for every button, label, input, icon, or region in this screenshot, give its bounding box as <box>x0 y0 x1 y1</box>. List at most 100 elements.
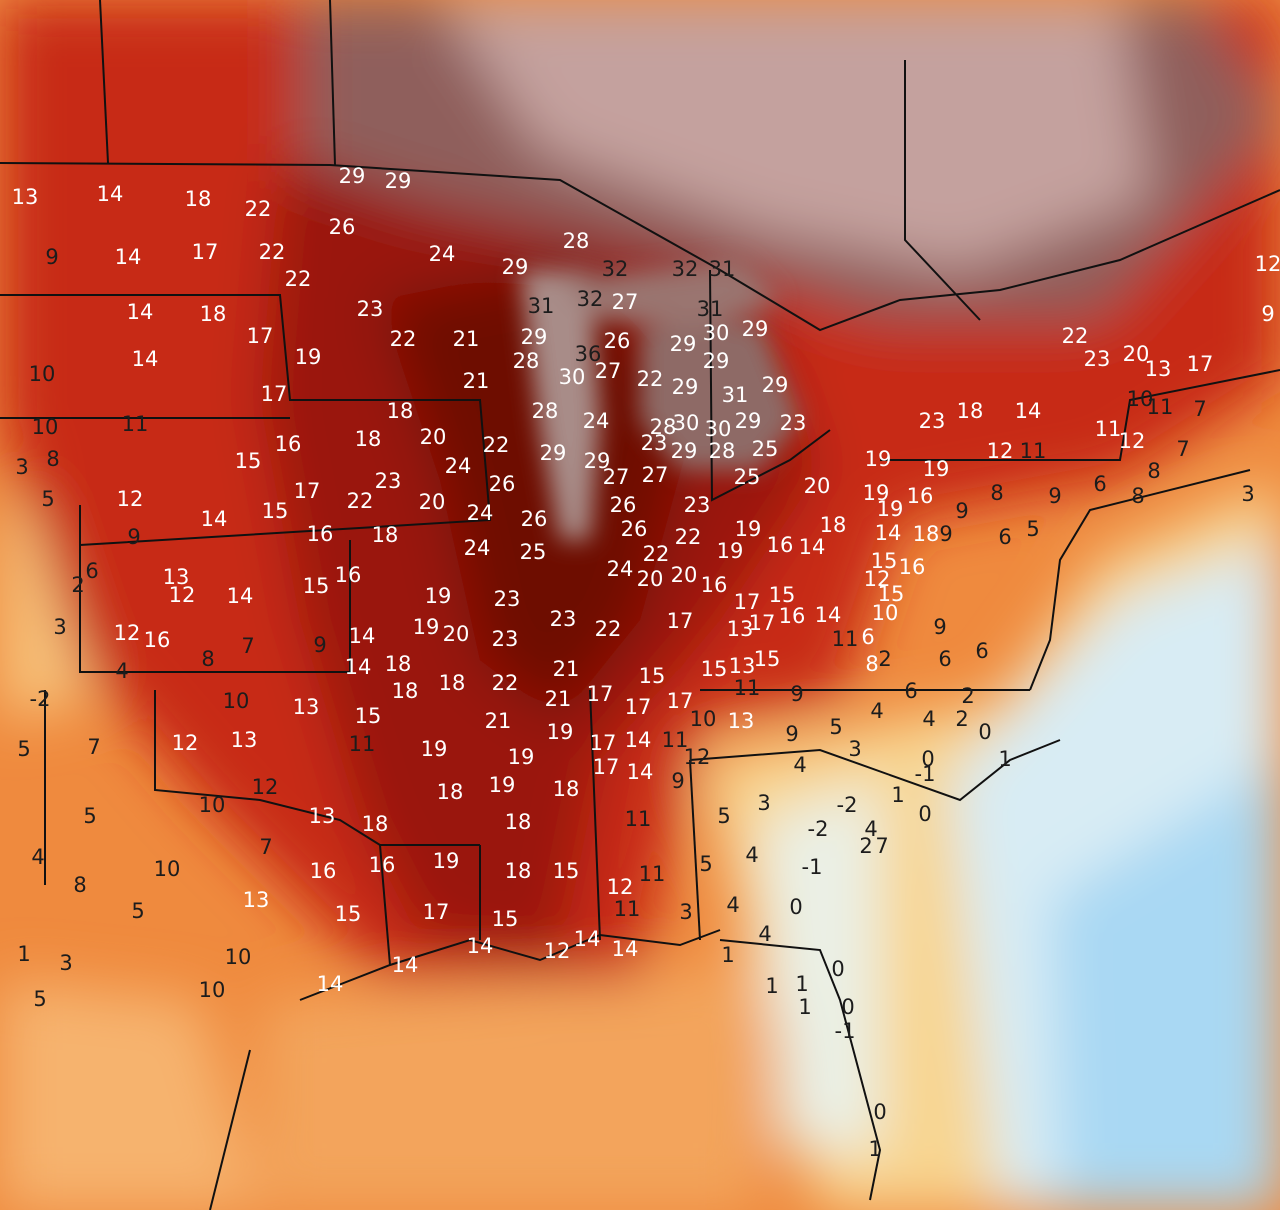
temperature-label: 13 <box>12 185 39 209</box>
temperature-label: 13 <box>1145 357 1172 381</box>
temperature-label: 11 <box>1020 439 1047 463</box>
temperature-label: 23 <box>375 469 402 493</box>
temperature-label: 9 <box>1261 302 1274 326</box>
temperature-label: 11 <box>662 728 689 752</box>
temperature-label: 24 <box>467 501 494 525</box>
temperature-label: -2 <box>837 793 858 817</box>
temperature-label: 31 <box>722 383 749 407</box>
temperature-label: 4 <box>31 845 44 869</box>
temperature-label: 12 <box>1255 252 1280 276</box>
temperature-label: 24 <box>583 409 610 433</box>
temperature-label: 0 <box>831 957 844 981</box>
temperature-label: 1 <box>17 942 30 966</box>
temperature-label: 19 <box>717 539 744 563</box>
temperature-label: 14 <box>627 760 654 784</box>
temperature-label: 14 <box>574 927 601 951</box>
temperature-label: 18 <box>387 399 414 423</box>
temperature-label: 14 <box>227 584 254 608</box>
temperature-label: 29 <box>502 255 529 279</box>
temperature-label: 26 <box>489 472 516 496</box>
temperature-label: 32 <box>602 257 629 281</box>
temperature-label: 1 <box>765 974 778 998</box>
temperature-label: 8 <box>1147 459 1160 483</box>
temperature-label: 30 <box>705 417 732 441</box>
temperature-label: 24 <box>445 454 472 478</box>
temperature-label: 17 <box>1187 352 1214 376</box>
temperature-label: 16 <box>907 484 934 508</box>
temperature-label: 9 <box>790 682 803 706</box>
temperature-label: 17 <box>423 900 450 924</box>
temperature-label: 0 <box>918 802 931 826</box>
temperature-label: 23 <box>684 493 711 517</box>
temperature-label: 15 <box>878 582 905 606</box>
temperature-label: 27 <box>603 465 630 489</box>
temperature-label: 26 <box>621 517 648 541</box>
temperature-label: 10 <box>199 793 226 817</box>
temperature-label: 16 <box>899 555 926 579</box>
temperature-label: 19 <box>877 497 904 521</box>
temperature-label: 5 <box>41 487 54 511</box>
temperature-label: 22 <box>492 671 519 695</box>
temperature-label: 13 <box>243 888 270 912</box>
temperature-label: 23 <box>919 409 946 433</box>
temperature-label: 18 <box>200 302 227 326</box>
temperature-label: 16 <box>767 533 794 557</box>
temperature-label: 29 <box>521 325 548 349</box>
temperature-label: 15 <box>303 574 330 598</box>
temperature-label: 19 <box>489 773 516 797</box>
temperature-label: 8 <box>990 481 1003 505</box>
temperature-label: 22 <box>245 197 272 221</box>
temperature-label: 18 <box>505 810 532 834</box>
temperature-label: 18 <box>820 513 847 537</box>
temperature-label: 11 <box>614 897 641 921</box>
temperature-label: 13 <box>293 695 320 719</box>
temperature-label: 19 <box>735 517 762 541</box>
temperature-label: 19 <box>413 615 440 639</box>
temperature-label: 23 <box>780 411 807 435</box>
temperature-label: 11 <box>639 862 666 886</box>
temperature-label: 5 <box>33 987 46 1011</box>
temperature-label: 9 <box>955 499 968 523</box>
temperature-label: 23 <box>1084 347 1111 371</box>
temperature-label: 13 <box>309 804 336 828</box>
temperature-label: 15 <box>871 549 898 573</box>
temperature-label: 23 <box>641 431 668 455</box>
temperature-label: 19 <box>547 720 574 744</box>
temperature-label: 18 <box>385 652 412 676</box>
temperature-label: -1 <box>802 855 823 879</box>
temperature-label: 15 <box>754 647 781 671</box>
temperature-label: 27 <box>612 290 639 314</box>
temperature-label: 0 <box>873 1100 886 1124</box>
temperature-label: 10 <box>154 857 181 881</box>
temperature-label: 19 <box>865 447 892 471</box>
temperature-label: 22 <box>347 489 374 513</box>
temperature-label: 0 <box>841 995 854 1019</box>
temperature-label: 4 <box>922 707 935 731</box>
temperature-label: 2 <box>71 573 84 597</box>
temperature-label: 16 <box>779 604 806 628</box>
temperature-label: -2 <box>30 687 51 711</box>
temperature-label: 14 <box>1015 399 1042 423</box>
temperature-label: 14 <box>345 655 372 679</box>
temperature-label: 27 <box>595 359 622 383</box>
temperature-label: 17 <box>294 479 321 503</box>
temperature-label: 19 <box>433 849 460 873</box>
temperature-label: 12 <box>169 583 196 607</box>
temperature-label: 3 <box>59 951 72 975</box>
temperature-label: 22 <box>643 542 670 566</box>
temperature-label: 26 <box>604 329 631 353</box>
temperature-label: 29 <box>385 169 412 193</box>
temperature-label: 18 <box>439 671 466 695</box>
temperature-label: 29 <box>762 373 789 397</box>
temperature-label: 28 <box>650 415 677 439</box>
temperature-label: 3 <box>15 455 28 479</box>
temperature-label: 10 <box>29 362 56 386</box>
temperature-label: 16 <box>310 859 337 883</box>
temperature-label: 30 <box>559 365 586 389</box>
temperature-label: 5 <box>717 804 730 828</box>
temperature-label: 29 <box>735 409 762 433</box>
temperature-label: 25 <box>752 437 779 461</box>
temperature-label: 31 <box>528 294 555 318</box>
temperature-label: 23 <box>494 587 521 611</box>
